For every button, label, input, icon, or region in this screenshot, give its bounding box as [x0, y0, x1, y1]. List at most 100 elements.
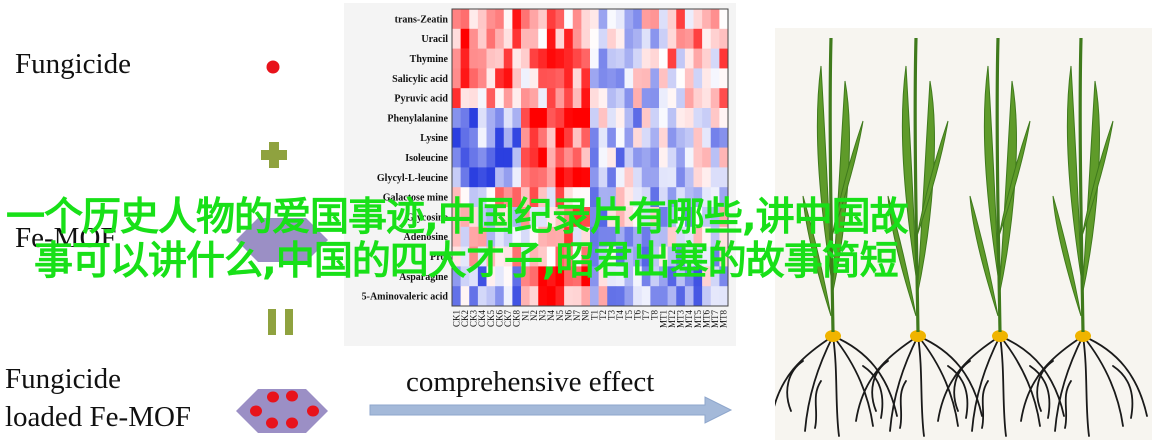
heatmap-cell: [719, 68, 729, 89]
heatmap-cell: [452, 48, 461, 69]
heatmap-column-label: MT5: [693, 310, 703, 329]
heatmap-cell: [477, 68, 487, 89]
heatmap-cell: [684, 88, 694, 109]
heatmap-cell: [512, 68, 522, 89]
heatmap-cell: [719, 108, 729, 129]
heatmap-cell: [659, 226, 668, 247]
heatmap-cell: [659, 207, 668, 228]
heatmap-cell: [684, 246, 694, 267]
heatmap-cell: [615, 127, 625, 148]
heatmap-cell: [452, 108, 461, 129]
heatmap-cell: [598, 187, 608, 208]
heatmap-cell: [572, 28, 582, 49]
leaf: [1081, 120, 1114, 237]
plant: [937, 37, 1065, 437]
heatmap-cell: [598, 246, 608, 267]
heatmap-cell: [702, 127, 712, 148]
heatmap-cell: [719, 127, 729, 148]
heatmap-cell: [538, 246, 548, 267]
heatmap-cell: [684, 286, 694, 307]
heatmap-cell: [469, 286, 479, 307]
heatmap-cell: [503, 246, 513, 267]
heatmap-cell: [633, 28, 643, 49]
heatmap-cell: [676, 286, 686, 307]
heatmap-cell: [607, 246, 617, 267]
plant: [1020, 37, 1148, 437]
heatmap-cell: [546, 167, 556, 188]
heatmap-cell: [581, 286, 591, 307]
heatmap-cell: [452, 9, 461, 30]
heatmap-cell: [452, 286, 461, 307]
heatmap-cell: [503, 286, 513, 307]
heatmap-cell: [546, 266, 556, 287]
heatmap-column-label: CK1: [451, 310, 461, 327]
root: [917, 335, 959, 427]
heatmap-cell: [650, 68, 660, 89]
heatmap-cell: [486, 28, 496, 49]
heatmap-cell: [486, 187, 496, 208]
heatmap-cell: [546, 108, 556, 129]
heatmap-cell: [590, 68, 599, 89]
heatmap-cell: [546, 48, 556, 69]
heatmap-cell: [650, 9, 660, 30]
heatmap-cell: [546, 187, 556, 208]
fe-mof-label: Fe-MOF: [15, 222, 117, 254]
heatmap-cell: [659, 286, 668, 307]
heatmap-cell: [564, 286, 574, 307]
heatmap-cell: [676, 9, 686, 30]
heatmap-cell: [460, 9, 470, 30]
heatmap-cell: [633, 246, 643, 267]
heatmap-cell: [702, 68, 712, 89]
root: [1082, 335, 1090, 437]
heatmap-cell: [546, 88, 556, 109]
heatmap-cell: [495, 167, 505, 188]
leaf: [802, 195, 832, 317]
heatmap-column-label: N7: [572, 310, 582, 321]
heatmap-cell: [684, 48, 694, 69]
heatmap-cell: [590, 48, 599, 69]
heatmap-cell: [693, 286, 703, 307]
heatmap-cell: [581, 68, 591, 89]
heatmap-cell: [650, 266, 660, 287]
heatmap-cell: [512, 9, 522, 30]
heatmap-cell: [702, 207, 712, 228]
root: [1054, 335, 1084, 432]
heatmap-cell: [659, 88, 668, 109]
heatmap-column-label: MT8: [719, 310, 729, 329]
heatmap-cell: [572, 127, 582, 148]
heatmap-cell: [538, 207, 548, 228]
heatmap-cell: [710, 286, 720, 307]
heatmap-cell: [590, 167, 599, 188]
heatmap-cell: [477, 226, 487, 247]
heatmap-cell: [495, 246, 505, 267]
heatmap-cell: [452, 167, 461, 188]
heatmap-cell: [607, 88, 617, 109]
heatmap-cell: [719, 167, 729, 188]
heatmap-cell: [452, 68, 461, 89]
heatmap-row-label: Galactose mine: [383, 193, 449, 204]
heatmap-cell: [477, 88, 487, 109]
heatmap-cell: [469, 246, 479, 267]
heatmap-cell: [555, 68, 565, 89]
heatmap-cell: [469, 9, 479, 30]
heatmap-cell: [676, 28, 686, 49]
heatmap-cell: [460, 127, 470, 148]
heatmap-cell: [607, 48, 617, 69]
heatmap-cell: [486, 286, 496, 307]
heatmap-cell: [676, 127, 686, 148]
heatmap-cell: [659, 266, 668, 287]
heatmap-column-label: CK7: [503, 310, 513, 328]
heatmap-cell: [503, 88, 513, 109]
heatmap-cell: [702, 187, 712, 208]
heatmap-cell: [710, 68, 720, 89]
root: [937, 335, 1001, 422]
heatmap-cell: [564, 226, 574, 247]
heatmap-cell: [564, 108, 574, 129]
plant-illustration-panel: [770, 28, 1152, 440]
heatmap-cell: [607, 147, 617, 168]
heatmap-cell: [521, 167, 530, 188]
heatmap-cell: [590, 28, 599, 49]
heatmap-cell: [546, 246, 556, 267]
heatmap-cell: [564, 147, 574, 168]
heatmap-cell: [702, 88, 712, 109]
